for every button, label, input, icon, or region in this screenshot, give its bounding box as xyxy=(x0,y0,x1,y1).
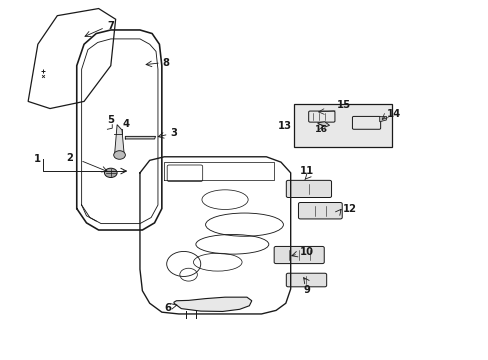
Circle shape xyxy=(104,168,117,177)
Polygon shape xyxy=(174,297,251,311)
FancyBboxPatch shape xyxy=(298,203,342,219)
Text: 9: 9 xyxy=(303,285,309,296)
FancyBboxPatch shape xyxy=(274,247,324,264)
Text: 5: 5 xyxy=(107,114,114,125)
Text: 7: 7 xyxy=(107,21,114,31)
Text: 10: 10 xyxy=(299,247,313,257)
Text: 1: 1 xyxy=(34,154,41,164)
FancyBboxPatch shape xyxy=(293,104,391,148)
Text: 13: 13 xyxy=(278,121,291,131)
Polygon shape xyxy=(125,136,155,139)
Text: 3: 3 xyxy=(170,128,177,138)
Circle shape xyxy=(114,151,125,159)
Polygon shape xyxy=(317,122,329,127)
Polygon shape xyxy=(379,116,386,122)
Text: 8: 8 xyxy=(163,58,169,68)
Text: 6: 6 xyxy=(164,302,171,312)
Polygon shape xyxy=(115,125,124,157)
Text: 15: 15 xyxy=(336,100,350,111)
FancyBboxPatch shape xyxy=(286,273,326,287)
Text: 11: 11 xyxy=(299,166,313,176)
Text: 2: 2 xyxy=(66,153,73,163)
Text: 4: 4 xyxy=(122,119,130,129)
Text: 14: 14 xyxy=(386,109,400,119)
Text: 12: 12 xyxy=(343,203,356,213)
FancyBboxPatch shape xyxy=(286,180,331,198)
Text: 16: 16 xyxy=(314,125,327,134)
